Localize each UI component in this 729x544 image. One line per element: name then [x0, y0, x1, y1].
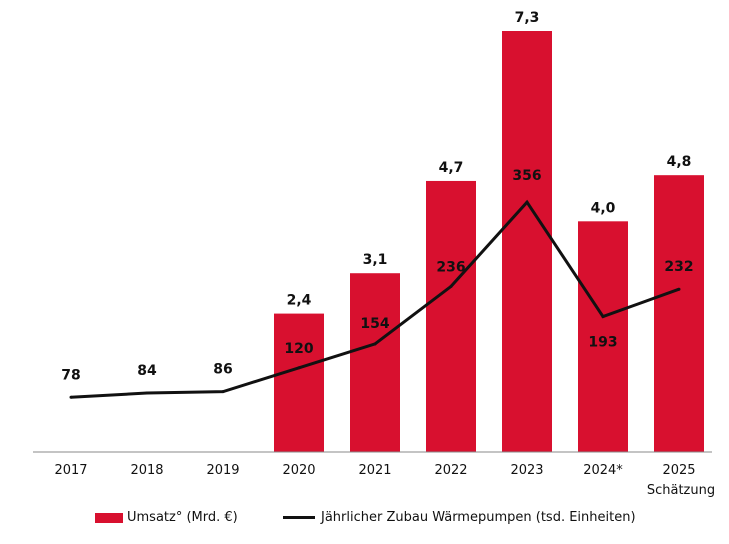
x-tick-2024*: 2024*: [583, 463, 623, 478]
line-point-2023: [525, 200, 529, 204]
bars-group: [274, 31, 704, 453]
bar-label-2021: 3,1: [363, 252, 388, 268]
bar-2025: [654, 175, 704, 452]
x-tick-2018: 2018: [130, 463, 163, 478]
legend-item-bars: Umsatz° (Mrd. €): [95, 510, 238, 525]
bar-label-2023: 7,3: [515, 10, 540, 26]
bar-2023: [502, 31, 552, 452]
line-point-2019: [221, 390, 225, 394]
line-label-2023: 356: [512, 168, 541, 184]
chart: 2,4 3,1 4,7 7,3 4,0 4,8 78 84 86 120 154 236 356 193 2…: [33, 10, 715, 498]
line-label-2022: 236: [436, 259, 465, 275]
line-point-2018: [145, 391, 149, 395]
bar-2021: [350, 273, 400, 452]
bar-label-2024*: 4,0: [591, 200, 616, 216]
bar-2022: [426, 180, 476, 453]
legend: Umsatz° (Mrd. €) Jährlicher Zubau Wärmep…: [0, 506, 729, 536]
line-label-2024*: 193: [588, 335, 617, 351]
line-point-2022: [449, 284, 453, 288]
line-point-2020: [297, 366, 301, 370]
line-point-2021: [373, 342, 377, 346]
line-label-2019: 86: [213, 362, 232, 378]
legend-line-swatch: [283, 516, 315, 519]
x-tick-2020: 2020: [282, 463, 315, 478]
x-tick-sublabel-2025: Schätzung: [647, 483, 715, 498]
line-series-group: [69, 199, 681, 399]
legend-line-label: Jährlicher Zubau Wärmepumpen (tsd. Einhe…: [321, 510, 636, 525]
bar-label-2022: 4,7: [439, 160, 464, 176]
x-tick-2023: 2023: [510, 463, 543, 478]
x-tick-labels: 2017 2018 2019 2020 2021 2022 2023 2024* 2025 Sch…: [54, 463, 715, 498]
x-tick-2017: 2017: [54, 463, 87, 478]
line-point-2017: [69, 395, 73, 399]
line-label-2017: 78: [61, 367, 80, 383]
line-label-2018: 84: [137, 363, 157, 379]
line-label-2025: 232: [664, 259, 693, 275]
line-point-2024*: [601, 315, 605, 319]
legend-bar-swatch: [95, 512, 123, 523]
bar-label-2025: 4,8: [667, 154, 692, 170]
bar-2020: [274, 313, 324, 452]
labels-group: 2,4 3,1 4,7 7,3 4,0 4,8 78 84 86 120 154 236 356 193 2…: [61, 10, 693, 383]
legend-bar-label: Umsatz° (Mrd. €): [127, 510, 238, 525]
x-tick-2019: 2019: [206, 463, 239, 478]
line-point-2025: [677, 287, 681, 291]
x-tick-2021: 2021: [358, 463, 391, 478]
legend-item-line: Jährlicher Zubau Wärmepumpen (tsd. Einhe…: [283, 510, 636, 525]
bar-label-2020: 2,4: [287, 293, 312, 309]
line-label-2020: 120: [284, 341, 313, 357]
line-label-2021: 154: [360, 316, 389, 332]
x-tick-2022: 2022: [434, 463, 467, 478]
bar-2024*: [578, 221, 628, 452]
x-tick-2025: 2025: [662, 463, 695, 478]
